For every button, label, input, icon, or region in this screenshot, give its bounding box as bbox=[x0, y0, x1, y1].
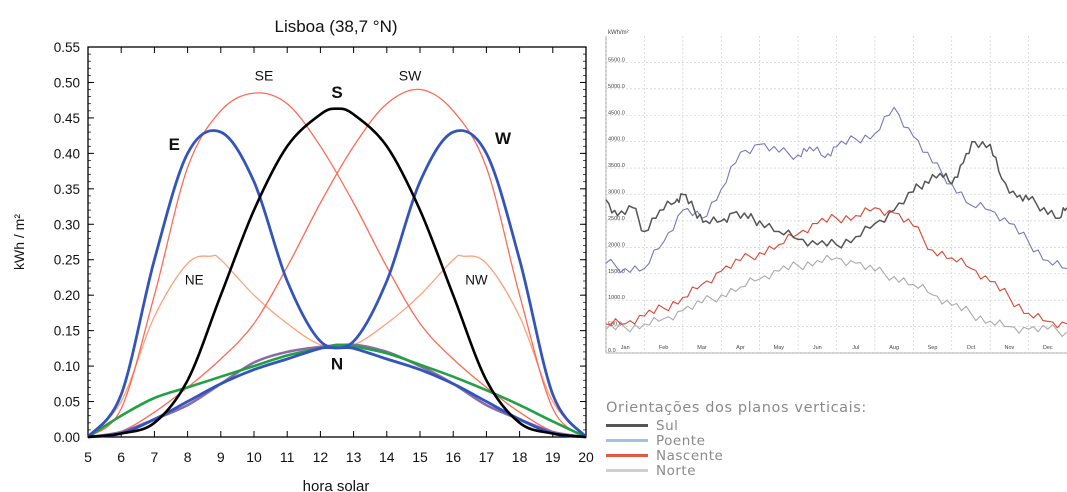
x-tick-label: Feb bbox=[659, 345, 668, 351]
x-tick-label: Apr bbox=[736, 345, 745, 351]
x-tick-label: Jan bbox=[621, 345, 630, 351]
series-label-s: S bbox=[331, 83, 342, 102]
x-tick-label: Jul bbox=[852, 345, 859, 351]
series-line-sul bbox=[605, 140, 1067, 249]
x-tick-label: Sep bbox=[928, 345, 938, 351]
series-line-nascente bbox=[605, 207, 1067, 329]
y-axis-label: kWh / m² bbox=[11, 214, 27, 270]
legend-label: Norte bbox=[656, 462, 697, 479]
daily-irradiance-chart: Lisboa (38,7 °N) 0.00 0.05 0.10 0.15 0.20 0.2… bbox=[11, 17, 594, 492]
x-tick-label: 20 bbox=[578, 449, 594, 465]
series-label-ne: NE bbox=[185, 273, 204, 288]
x-tick-label: Aug bbox=[889, 345, 899, 351]
y-tick-label: 0.20 bbox=[54, 288, 80, 303]
legend-swatch bbox=[606, 454, 648, 457]
y-tick-label: 0.55 bbox=[54, 40, 80, 55]
y-tick-label: 0.45 bbox=[54, 111, 80, 126]
y-tick-label: 4000.0 bbox=[608, 137, 625, 143]
y-tick-label: 0.00 bbox=[54, 430, 80, 445]
legend-item-nascente: Nascente bbox=[606, 447, 1066, 464]
x-tick-label: 12 bbox=[313, 449, 329, 465]
series-label-e: E bbox=[169, 135, 180, 154]
annual-irradiance-chart: kWh/m² 0.0 500.0 1000.0 1500.0 2000.0 2500.0 3… bbox=[605, 30, 1067, 354]
x-axis-label: hora solar bbox=[303, 478, 370, 492]
x-tick-label: 13 bbox=[346, 449, 362, 465]
legend-swatch bbox=[606, 424, 648, 427]
series-line-e bbox=[86, 129, 587, 439]
y-tick-label: 3000.0 bbox=[608, 190, 625, 196]
series-line-w bbox=[87, 129, 588, 439]
y-unit-label: kWh/m² bbox=[608, 30, 629, 36]
x-tick-label: 8 bbox=[184, 449, 192, 465]
series-label-w: W bbox=[495, 129, 512, 148]
y-tick-label: 0.50 bbox=[54, 75, 80, 90]
y-tick-label: 0.40 bbox=[54, 146, 80, 161]
legend-label: Nascente bbox=[656, 447, 724, 464]
series-line-poente bbox=[605, 106, 1067, 273]
x-tick-label: 11 bbox=[280, 449, 295, 465]
y-tick-label: 1000.0 bbox=[608, 295, 625, 301]
x-tick-label: 16 bbox=[445, 449, 461, 465]
x-tick-label: Oct bbox=[967, 345, 976, 351]
y-tick-label: 0.30 bbox=[54, 217, 80, 232]
legend-label: Sul bbox=[656, 417, 679, 434]
chart-title: Lisboa (38,7 °N) bbox=[274, 17, 397, 36]
series-label-nw: NW bbox=[465, 273, 488, 288]
y-tick-label: 0.15 bbox=[54, 324, 80, 339]
y-tick-label: 0.35 bbox=[54, 182, 80, 197]
x-tick-label: Dec bbox=[1043, 345, 1053, 351]
x-tick-label: May bbox=[774, 345, 785, 351]
y-tick-label: 4500.0 bbox=[608, 110, 625, 116]
legend-item-norte: Norte bbox=[606, 462, 1066, 479]
legend-swatch bbox=[606, 469, 648, 472]
legend-label: Poente bbox=[656, 432, 706, 449]
x-tick-label: 17 bbox=[479, 449, 495, 465]
legend-item-sul: Sul bbox=[606, 417, 1066, 434]
y-tick-label: 5000.0 bbox=[608, 84, 625, 90]
x-tick-label: Nov bbox=[1004, 345, 1014, 351]
series-line-norte bbox=[605, 254, 1067, 337]
x-tick-label: 19 bbox=[545, 449, 561, 465]
y-tick-label: 0.25 bbox=[54, 253, 80, 268]
series-label-se: SE bbox=[255, 67, 274, 83]
x-tick-label: 6 bbox=[117, 449, 125, 465]
y-tick-label: 1500.0 bbox=[608, 269, 625, 275]
x-tick-label: 5 bbox=[84, 449, 92, 465]
plot-area bbox=[87, 46, 587, 438]
x-tick-label: 14 bbox=[379, 449, 395, 465]
series-line-s bbox=[87, 107, 587, 439]
legend-title: Orientações dos planos verticais: bbox=[606, 400, 867, 416]
y-tick-label: 2500.0 bbox=[608, 216, 625, 222]
x-tick-label: 10 bbox=[246, 449, 262, 465]
y-tick-label: 0.05 bbox=[54, 395, 80, 410]
series-label-sw: SW bbox=[399, 67, 422, 83]
x-tick-label: 7 bbox=[151, 449, 159, 465]
series-label-n: N bbox=[331, 355, 343, 374]
y-tick-label: 500.0 bbox=[608, 322, 622, 328]
legend-item-poente: Poente bbox=[606, 432, 1066, 449]
x-tick-label: 9 bbox=[217, 449, 225, 465]
y-tick-label: 2000.0 bbox=[608, 242, 625, 248]
y-tick-label: 3500.0 bbox=[608, 163, 625, 169]
x-tick-label: Jun bbox=[813, 345, 822, 351]
x-tick-label: 18 bbox=[512, 449, 528, 465]
x-tick-label: 15 bbox=[412, 449, 428, 465]
y-tick-label: 5500.0 bbox=[608, 57, 625, 63]
legend-swatch bbox=[606, 439, 648, 442]
legend: Orientações dos planos verticais: Sul Poe… bbox=[606, 400, 1066, 490]
y-tick-label: 0.0 bbox=[608, 348, 616, 354]
x-tick-label: Mar bbox=[697, 345, 707, 351]
y-tick-label: 0.10 bbox=[54, 359, 80, 374]
